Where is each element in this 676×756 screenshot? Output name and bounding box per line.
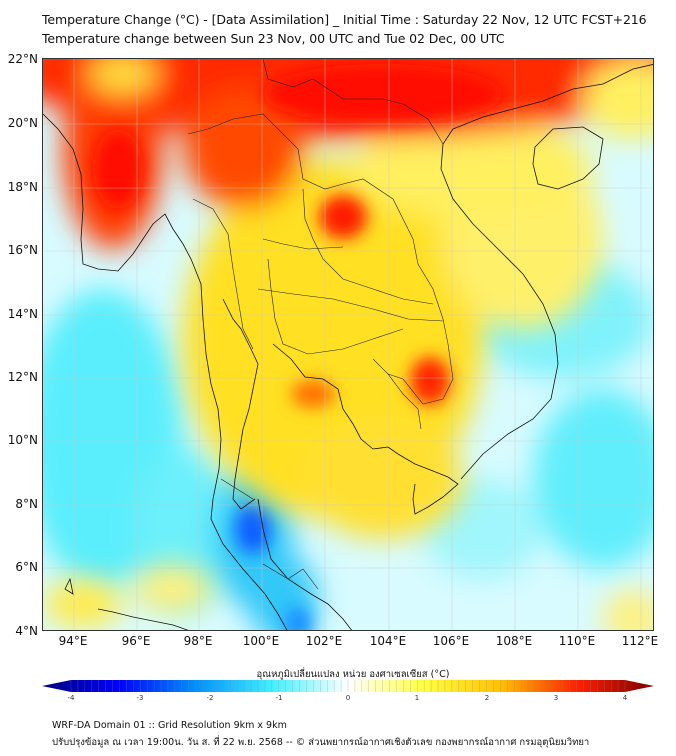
lat-label: 4°N	[15, 624, 38, 638]
footer-credit: ปรับปรุงข้อมูล ณ เวลา 19:00น. วัน ส. ที่…	[52, 737, 590, 748]
colorbar	[42, 680, 654, 692]
lon-label: 110°E	[558, 634, 596, 648]
lon-label: 108°E	[495, 634, 533, 648]
lat-label: 14°N	[7, 307, 38, 321]
colorbar-title: อุณหภูมิเปลี่ยนแปลง หน่วย องศาเซลเซียส (…	[256, 669, 450, 680]
map-field	[43, 59, 653, 630]
colorbar-tick: 0	[345, 694, 351, 702]
lon-label: 100°E	[242, 634, 280, 648]
temperature-change-map	[42, 58, 654, 631]
borders	[187, 59, 454, 590]
lat-label: 8°N	[15, 497, 38, 511]
footer-model-info: WRF-DA Domain 01 :: Grid Resolution 9km …	[52, 720, 287, 731]
colorbar-tick: -2	[206, 694, 214, 702]
lon-label: 98°E	[183, 634, 213, 648]
coastlines	[43, 64, 653, 630]
lon-label: 112°E	[621, 634, 659, 648]
lat-label: 6°N	[15, 560, 38, 574]
lat-label: 20°N	[7, 116, 38, 130]
colorbar-tick: -3	[136, 694, 144, 702]
colorbar-tick: -1	[275, 694, 283, 702]
lon-label: 104°E	[369, 634, 407, 648]
lon-label: 96°E	[121, 634, 151, 648]
graticule	[43, 59, 653, 630]
lat-label: 16°N	[7, 243, 38, 257]
colorbar-tick: 3	[553, 694, 559, 702]
colorbar-tick: 1	[414, 694, 420, 702]
field-hot-core	[93, 64, 503, 408]
map-title: Temperature Change (°C) - [Data Assimila…	[42, 12, 647, 27]
lon-label: 106°E	[432, 634, 470, 648]
colorbar-tick: 2	[484, 694, 490, 702]
colorbar-tick: -4	[67, 694, 75, 702]
map-subtitle: Temperature change between Sun 23 Nov, 0…	[42, 31, 505, 46]
lat-label: 10°N	[7, 433, 38, 447]
lon-label: 102°E	[305, 634, 343, 648]
colorbar-tick: 4	[622, 694, 628, 702]
lat-label: 12°N	[7, 370, 38, 384]
lat-label: 22°N	[7, 52, 38, 66]
lon-label: 94°E	[58, 634, 88, 648]
lat-label: 18°N	[7, 180, 38, 194]
field-warm	[43, 59, 653, 630]
